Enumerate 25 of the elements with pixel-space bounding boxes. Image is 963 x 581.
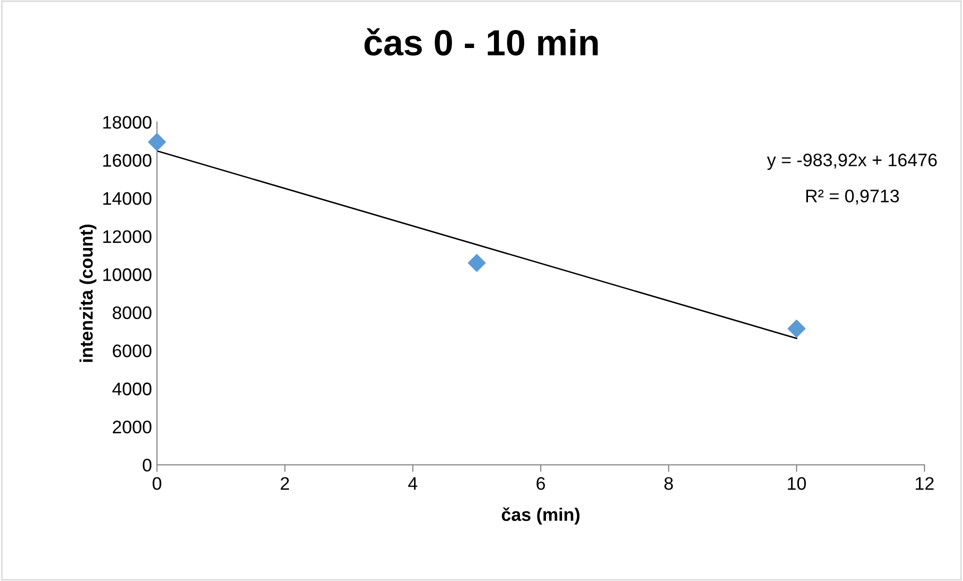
y-tick-label: 4000 — [112, 382, 152, 396]
point — [148, 133, 166, 151]
point — [788, 320, 806, 338]
x-tick-label: 4 — [408, 477, 418, 490]
y-tick-label: 8000 — [112, 306, 152, 320]
y-axis-title: intenzita (count) — [80, 224, 96, 362]
x-tick-label: 10 — [788, 477, 806, 490]
chart-title: čas 0 - 10 min — [364, 28, 598, 56]
x-tick-label: 2 — [280, 477, 289, 490]
x-tick-label: 6 — [536, 477, 545, 490]
y-tick-label: 14000 — [103, 192, 152, 205]
y-tick-label: 0 — [142, 458, 152, 472]
x-tick-label: 8 — [664, 477, 673, 490]
point — [468, 254, 486, 272]
x-tick-label: 12 — [916, 477, 934, 490]
y-tick-label: 16000 — [103, 154, 152, 167]
y-tick-label: 2000 — [112, 420, 152, 434]
annotation: y = -983,92x + 16476 — [766, 154, 937, 170]
y-tick-label: 12000 — [103, 230, 152, 243]
x-axis-title: čas (min) — [502, 507, 580, 525]
annotation: R² = 0,9713 — [806, 190, 899, 205]
y-tick-label: 18000 — [103, 116, 152, 129]
x-tick-label: 0 — [152, 477, 162, 490]
y-tick-label: 6000 — [112, 344, 152, 358]
y-tick-label: 10000 — [103, 268, 152, 282]
